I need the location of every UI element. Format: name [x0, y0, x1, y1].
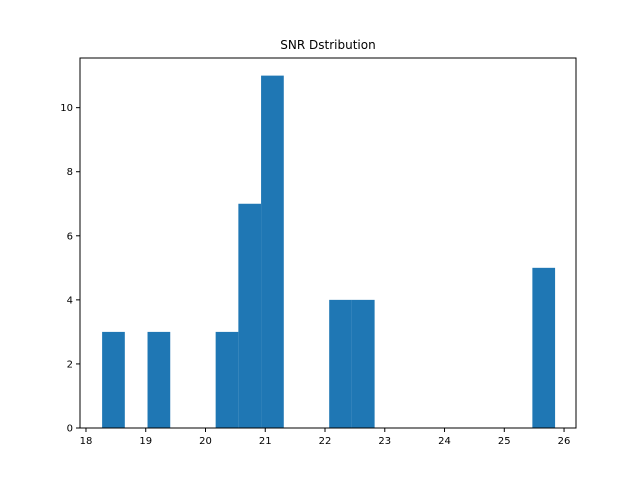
y-tick-label: 0 — [67, 424, 73, 435]
y-tick-label: 4 — [67, 295, 73, 306]
x-axis: 18 19 20 21 22 23 24 25 26 — [80, 428, 571, 447]
y-tick-label: 2 — [67, 359, 73, 370]
y-axis: 0 2 4 6 8 10 — [60, 103, 80, 435]
y-tick-label: 8 — [67, 167, 73, 178]
x-tick-label: 25 — [498, 436, 511, 447]
y-tick-label: 10 — [60, 103, 73, 114]
x-tick-label: 23 — [378, 436, 391, 447]
histogram-bar-3 — [238, 203, 262, 428]
histogram-bar-4 — [261, 75, 284, 428]
x-tick-label: 21 — [259, 436, 272, 447]
histogram-bar-0 — [102, 331, 125, 428]
histogram-bar-2 — [215, 331, 239, 428]
x-tick-label: 18 — [80, 436, 93, 447]
x-tick-label: 19 — [139, 436, 152, 447]
chart-title: SNR Dstribution — [280, 38, 375, 52]
x-tick-label: 26 — [558, 436, 571, 447]
plot-frame — [79, 57, 577, 429]
histogram-bar-5 — [329, 299, 352, 428]
histogram-bar-1 — [147, 331, 171, 428]
x-tick-label: 22 — [319, 436, 332, 447]
y-tick-label: 6 — [67, 231, 73, 242]
x-tick-label: 24 — [438, 436, 451, 447]
bars-group — [102, 75, 556, 428]
x-tick-label: 20 — [199, 436, 212, 447]
histogram-bar-7 — [532, 267, 556, 428]
histogram-bar-6 — [351, 299, 375, 428]
